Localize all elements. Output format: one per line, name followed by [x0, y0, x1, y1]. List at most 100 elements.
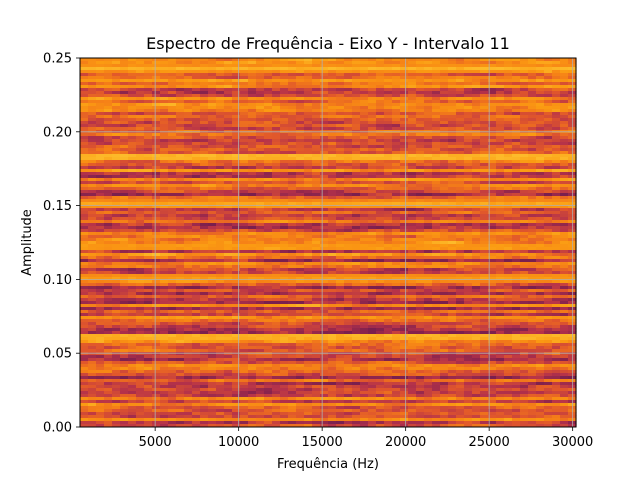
- heatmap-cell: [256, 97, 265, 101]
- heatmap-cell: [448, 127, 457, 131]
- heatmap-cell: [480, 82, 489, 86]
- heatmap-cell: [440, 229, 449, 233]
- heatmap-cell: [256, 121, 265, 125]
- heatmap-cell: [264, 70, 273, 74]
- heatmap-cell: [520, 190, 529, 194]
- heatmap-cell: [424, 70, 433, 74]
- heatmap-cell: [472, 106, 481, 110]
- heatmap-cell: [80, 109, 89, 113]
- heatmap-cell: [224, 226, 233, 230]
- heatmap-cell: [160, 289, 169, 293]
- heatmap-cell: [176, 88, 185, 92]
- heatmap-cell: [552, 256, 561, 260]
- heatmap-cell: [152, 250, 161, 254]
- heatmap-cell: [560, 178, 569, 182]
- heatmap-cell: [104, 82, 113, 86]
- heatmap-cell: [464, 61, 473, 65]
- heatmap-cell: [208, 94, 217, 98]
- heatmap-cell: [144, 265, 153, 269]
- heatmap-cell: [448, 118, 457, 122]
- heatmap-cell: [528, 229, 537, 233]
- heatmap-cell: [336, 244, 345, 248]
- heatmap-cell: [416, 100, 425, 104]
- heatmap-cell: [272, 82, 281, 86]
- heatmap-cell: [272, 64, 281, 68]
- heatmap-cell: [328, 91, 337, 95]
- heatmap-cell: [112, 85, 121, 89]
- heatmap-cell: [208, 289, 217, 293]
- heatmap-cell: [432, 247, 441, 251]
- heatmap-cell: [448, 169, 457, 173]
- heatmap-cell: [496, 271, 505, 275]
- heatmap-cell: [400, 61, 409, 65]
- heatmap-cell: [424, 274, 433, 278]
- heatmap-cell: [224, 295, 233, 299]
- heatmap-cell: [296, 79, 305, 83]
- heatmap-cell: [256, 187, 265, 191]
- heatmap-cell: [520, 76, 529, 80]
- heatmap-cell: [408, 187, 417, 191]
- heatmap-cell: [160, 112, 169, 116]
- heatmap-cell: [160, 73, 169, 77]
- heatmap-cell: [88, 286, 97, 290]
- heatmap-cell: [272, 232, 281, 236]
- heatmap-cell: [184, 211, 193, 215]
- heatmap-cell: [384, 244, 393, 248]
- heatmap-cell: [328, 193, 337, 197]
- heatmap-cell: [504, 79, 513, 83]
- heatmap-cell: [136, 106, 145, 110]
- heatmap-cell: [536, 73, 545, 77]
- heatmap-cell: [536, 76, 545, 80]
- heatmap-cell: [504, 169, 513, 173]
- heatmap-cell: [472, 187, 481, 191]
- heatmap-cell: [328, 169, 337, 173]
- heatmap-cell: [184, 271, 193, 275]
- heatmap-cell: [160, 100, 169, 104]
- heatmap-cell: [352, 238, 361, 242]
- heatmap-cell: [560, 58, 569, 62]
- heatmap-cell: [344, 145, 353, 149]
- heatmap-cell: [120, 154, 129, 158]
- heatmap-cell: [432, 223, 441, 227]
- heatmap-cell: [168, 256, 177, 260]
- heatmap-cell: [304, 199, 313, 203]
- heatmap-cell: [376, 67, 385, 71]
- heatmap-cell: [312, 64, 321, 68]
- heatmap-cell: [176, 94, 185, 98]
- heatmap-cell: [152, 283, 161, 287]
- heatmap-cell: [336, 238, 345, 242]
- heatmap-cell: [160, 235, 169, 239]
- heatmap-cell: [376, 70, 385, 74]
- heatmap-cell: [464, 250, 473, 254]
- heatmap-cell: [272, 145, 281, 149]
- heatmap-cell: [96, 172, 105, 176]
- heatmap-cell: [336, 259, 345, 263]
- heatmap-cell: [504, 178, 513, 182]
- heatmap-cell: [456, 229, 465, 233]
- heatmap-cell: [504, 250, 513, 254]
- heatmap-cell: [472, 133, 481, 137]
- heatmap-cell: [304, 76, 313, 80]
- heatmap-cell: [288, 67, 297, 71]
- heatmap-cell: [80, 169, 89, 173]
- heatmap-cell: [264, 256, 273, 260]
- heatmap-cell: [288, 259, 297, 263]
- heatmap-cell: [368, 178, 377, 182]
- heatmap-cell: [520, 148, 529, 152]
- heatmap-cell: [496, 160, 505, 164]
- heatmap-cell: [312, 61, 321, 65]
- heatmap-cell: [328, 73, 337, 77]
- heatmap-cell: [304, 127, 313, 131]
- heatmap-cell: [256, 217, 265, 221]
- heatmap-cell: [368, 97, 377, 101]
- heatmap-cell: [552, 196, 561, 200]
- heatmap-cell: [352, 286, 361, 290]
- heatmap-cell: [440, 289, 449, 293]
- heatmap-cell: [464, 175, 473, 179]
- heatmap-cell: [288, 94, 297, 98]
- heatmap-cell: [560, 97, 569, 101]
- heatmap-cell: [184, 154, 193, 158]
- heatmap-cell: [264, 274, 273, 278]
- heatmap-cell: [224, 280, 233, 284]
- heatmap-cell: [416, 277, 425, 281]
